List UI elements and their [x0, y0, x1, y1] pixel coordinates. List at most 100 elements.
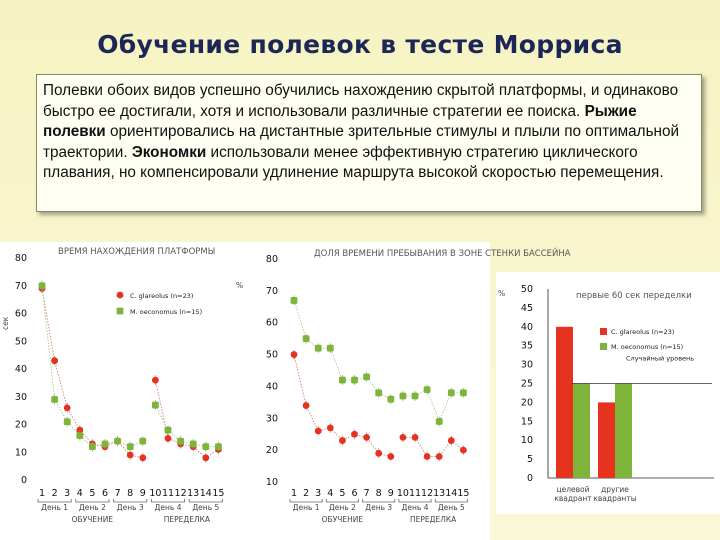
y-axis-label: сек [1, 316, 10, 330]
legend-marker-green [600, 343, 607, 350]
x-tick-label: 11 [409, 488, 421, 499]
data-point-red [363, 434, 370, 441]
phase-label: ПЕРЕДЕЛКА [410, 515, 457, 524]
x-tick-label: 6 [102, 488, 108, 499]
data-point-green [126, 443, 134, 451]
phase-label: ПЕРЕДЕЛКА [164, 515, 211, 524]
legend-marker-red [600, 328, 607, 335]
reference-label: Случайный уровень [626, 355, 694, 363]
legend-label: C. glareolus (n=23) [611, 328, 674, 336]
data-point-red [63, 404, 71, 412]
data-point-red [411, 434, 419, 441]
data-point-red [447, 437, 455, 444]
data-point-green [326, 344, 334, 352]
legend-marker-green [116, 307, 124, 315]
category-label: другие [601, 485, 629, 494]
y-tick-label: 60 [266, 318, 278, 329]
category-label: квадранты [593, 494, 636, 503]
y-tick-label: 5 [527, 454, 533, 465]
data-point-red [326, 424, 334, 432]
x-tick-label: 15 [212, 488, 224, 499]
summary-bold-2: Экономки [131, 143, 207, 161]
x-tick-label: 5 [339, 488, 345, 499]
y-tick-label: 40 [521, 322, 533, 333]
data-point-green [435, 418, 443, 425]
y-tick-label: 30 [15, 392, 27, 403]
y-tick-label: 50 [15, 336, 27, 347]
data-point-red [51, 357, 58, 365]
bar-green [573, 383, 590, 478]
data-point-red [423, 453, 431, 460]
y-tick-label: 70 [266, 286, 278, 297]
x-tick-label: 13 [187, 488, 199, 499]
data-point-red [139, 454, 147, 462]
x-tick-label: 1 [39, 488, 45, 499]
x-tick-label: 7 [115, 488, 121, 499]
y-tick-label: 35 [521, 341, 533, 352]
x-tick-label: 8 [376, 488, 382, 499]
y-tick-label: 25 [521, 379, 533, 390]
day-label: День 2 [79, 503, 106, 512]
data-point-red [387, 453, 395, 460]
legend-label: C. glareolus (n=23) [130, 292, 193, 300]
data-point-green [152, 401, 159, 409]
chart-quadrant-bars: % первые 60 сек переделки 0 5 10 15 20 25 30 35 40… [498, 284, 714, 503]
data-point-green [460, 389, 467, 397]
day-bracket [75, 499, 110, 503]
y-axis-label: % [236, 281, 243, 290]
y-tick-label: 50 [266, 350, 278, 361]
data-point-green [164, 426, 172, 434]
day-bracket [113, 499, 148, 503]
y-tick-label: 60 [15, 309, 27, 320]
y-tick-label: 10 [521, 435, 533, 446]
day-label: День 5 [438, 503, 465, 512]
data-point-red [302, 402, 310, 409]
data-point-green [375, 389, 383, 397]
data-point-red [351, 430, 358, 438]
y-tick-label: 50 [521, 284, 533, 295]
x-tick-label: 9 [140, 488, 146, 499]
chart-panel-1: ВРЕМЯ НАХОЖДЕНИЯ ПЛАТФОРМЫ сек 0 10 20 30 40 50… [0, 242, 246, 540]
legend-label: M. oeconomus (n=15) [130, 308, 202, 316]
day-bracket [325, 499, 359, 503]
y-tick-label: 30 [521, 360, 533, 371]
series-line [41, 288, 143, 459]
series-line [154, 404, 219, 448]
x-tick-label: 10 [397, 488, 409, 499]
day-label: День 3 [365, 503, 392, 512]
data-point-red [290, 351, 298, 358]
day-label: День 4 [402, 503, 429, 512]
x-tick-label: 2 [52, 488, 58, 499]
y-tick-label: 80 [266, 254, 278, 265]
data-point-green [89, 443, 96, 451]
data-point-green [101, 440, 109, 448]
data-point-green [38, 282, 46, 290]
day-bracket [37, 499, 72, 503]
day-label: День 4 [155, 503, 182, 512]
chart-platform-time: ВРЕМЯ НАХОЖДЕНИЯ ПЛАТФОРМЫ сек 0 10 20 30 40 50… [1, 247, 224, 524]
y-tick-label: 80 [15, 253, 27, 264]
data-point-red [375, 449, 383, 457]
summary-text-1: Полевки обоих видов успешно обучились на… [43, 82, 679, 120]
x-tick-label: 2 [303, 488, 309, 499]
x-tick-label: 12 [175, 488, 187, 499]
day-bracket [151, 499, 185, 503]
bar-red [556, 326, 573, 478]
x-tick-label: 4 [77, 488, 83, 499]
y-tick-label: 40 [15, 364, 27, 375]
slide-title: Обучение полевок в тесте Морриса [97, 30, 623, 59]
data-point-red [460, 446, 467, 454]
data-point-green [189, 440, 197, 448]
day-bracket [398, 499, 432, 503]
summary-textbox: Полевки обоих видов успешно обучились на… [36, 74, 702, 212]
x-tick-label: 14 [200, 488, 212, 499]
x-tick-label: 3 [64, 488, 70, 499]
phase-label: ОБУЧЕНИЕ [72, 515, 114, 524]
phase-label: ОБУЧЕНИЕ [322, 515, 364, 524]
data-point-green [399, 392, 407, 400]
data-point-green [363, 373, 370, 381]
data-point-red [164, 434, 172, 442]
chart-title: ДОЛЯ ВРЕМЕНИ ПРЕБЫВАНИЯ В ЗОНЕ СТЕНКИ БА… [314, 247, 571, 259]
x-tick-label: 4 [327, 488, 333, 499]
data-point-red [399, 434, 407, 441]
